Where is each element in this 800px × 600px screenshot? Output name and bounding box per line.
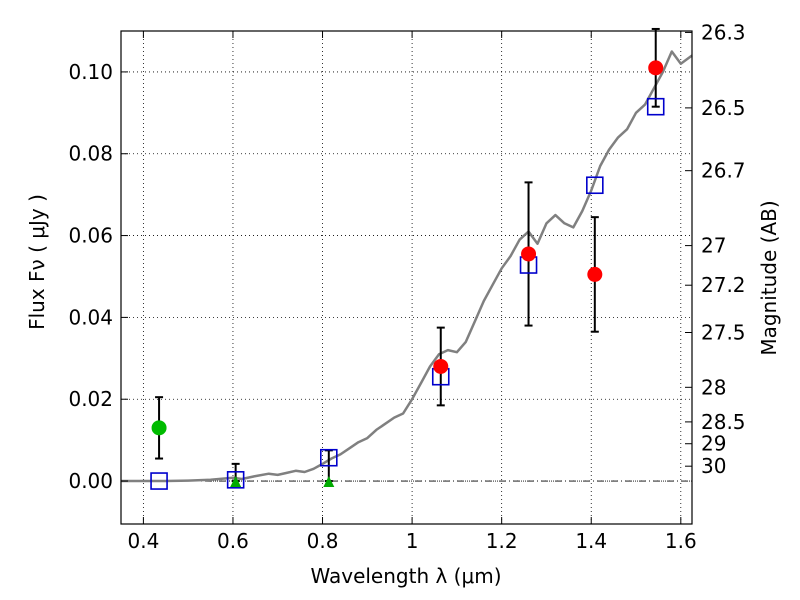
model-spectrum-layer: [121, 50, 693, 483]
y-tick-label-0: 0.00: [68, 469, 113, 493]
mag-tick-label-2: 26.7: [701, 159, 746, 183]
mag-tick-label-8: 29: [701, 432, 726, 456]
markers: [150, 60, 665, 490]
y-axis-label-right: Magnitude (AB): [757, 200, 781, 355]
mag-tick-label-5: 27.5: [701, 320, 746, 344]
model-flux-square-5: [586, 176, 604, 195]
mag-tick-label-3: 27: [701, 234, 726, 258]
y-axis-label: Flux Fν ( μJy ): [25, 194, 49, 330]
model-flux-square-0: [150, 472, 168, 490]
plot-border: [120, 30, 693, 525]
upper-limit-triangle-0: [230, 476, 242, 488]
mag-tick-label-7: 28.5: [701, 410, 746, 434]
x-tick-label-0: 0.4: [127, 529, 159, 553]
model-flux-square-6: [646, 97, 665, 116]
green-detection-point-0: [151, 420, 167, 436]
model-spectrum-line: [121, 50, 693, 483]
grid-lines: [121, 31, 692, 524]
upper-limit-triangle-1: [323, 476, 335, 488]
error-bars: [155, 27, 660, 483]
mag-tick-label-6: 28: [701, 375, 726, 399]
plot-frame: [120, 30, 693, 525]
mag-tick-label-4: 27.2: [701, 273, 746, 297]
x-tick-label-2: 0.8: [307, 529, 339, 553]
detection-point-2: [587, 266, 603, 282]
x-tick-label-4: 1.2: [486, 529, 518, 553]
y-tick-label-4: 0.08: [68, 142, 113, 166]
model-flux-square-1: [226, 471, 245, 489]
detection-point-1: [521, 246, 537, 262]
y-tick-label-5: 0.10: [68, 60, 113, 84]
model-flux-square-2: [319, 448, 338, 467]
detection-point-0: [433, 358, 449, 374]
x-tick-label-3: 1: [406, 529, 419, 553]
y-tick-label-2: 0.04: [68, 305, 113, 329]
y-tick-label-1: 0.02: [68, 387, 113, 411]
ticks: 0.4 0.6 0.8 1 1.2 1.4 1.6 0.00 0.02 0.04 0.06 0.08 0…: [68, 20, 745, 553]
mag-tick-label-9: 30: [701, 454, 726, 478]
x-axis-label: Wavelength λ (μm): [310, 564, 501, 588]
detection-point-3: [648, 60, 664, 76]
x-tick-label-1: 0.6: [217, 529, 249, 553]
x-tick-label-6: 1.6: [665, 529, 697, 553]
x-tick-label-5: 1.4: [575, 529, 607, 553]
mag-tick-label-1: 26.5: [701, 96, 746, 120]
mag-tick-label-0: 26.3: [701, 20, 746, 44]
y-tick-label-3: 0.06: [68, 224, 113, 248]
